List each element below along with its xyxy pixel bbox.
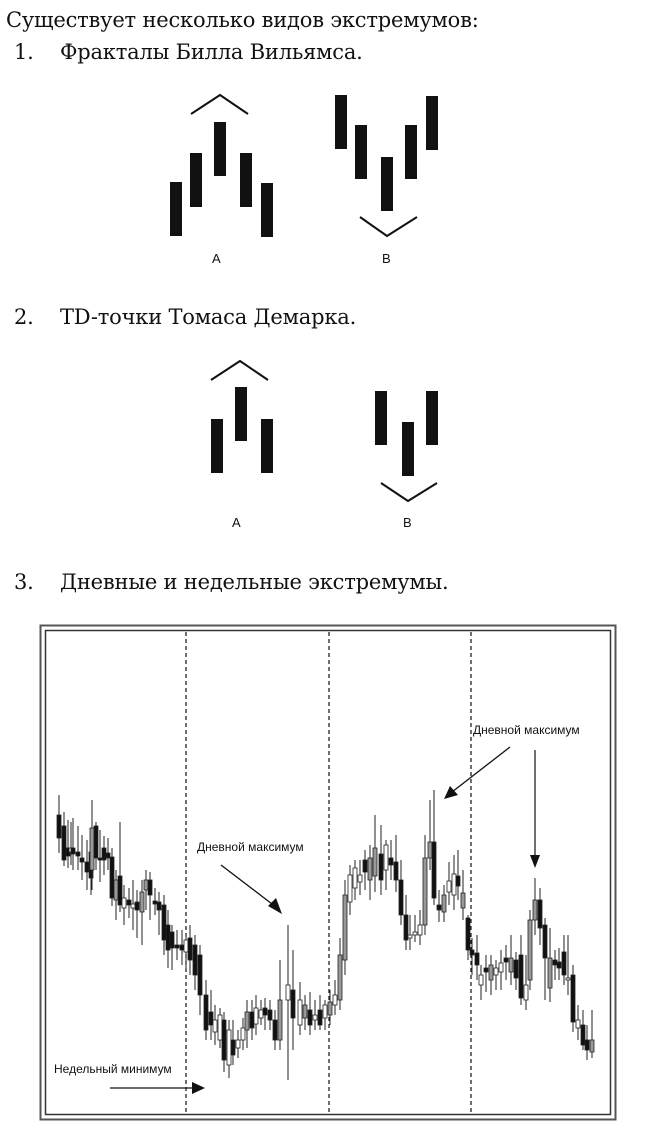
chart-frame-inner <box>44 629 612 1116</box>
arrow-icon <box>444 786 458 799</box>
list-number: 3. <box>14 570 34 594</box>
arrow-icon <box>268 898 282 914</box>
list-title: TD-точки Томаса Демарка. <box>60 305 357 329</box>
td-b-label: B <box>403 515 412 530</box>
svg-text:Дневной максимум: Дневной максимум <box>197 840 304 854</box>
annotation-weekly-min: Недельный минимум <box>54 1062 205 1094</box>
candles <box>56 790 595 1080</box>
fractal-b-label: B <box>382 251 391 266</box>
week-separators <box>185 632 472 1114</box>
intro-text: Существует несколько видов экстремумов: <box>6 8 479 32</box>
list-number: 2. <box>14 305 34 329</box>
arrow-icon <box>530 855 540 868</box>
fractal-b: B <box>335 95 438 266</box>
fractal-a: A <box>170 93 273 266</box>
td-points-figure: A B <box>210 359 438 530</box>
list-number: 1. <box>14 40 34 64</box>
fractals-figure: A B <box>170 93 438 266</box>
svg-text:Недельный минимум: Недельный минимум <box>54 1062 172 1076</box>
annotation-daily-max-2: Дневной максимум <box>444 723 580 868</box>
td-point-b: B <box>375 391 438 530</box>
list-title: Дневные и недельные экстремумы. <box>60 570 449 594</box>
arrow-icon <box>192 1082 205 1094</box>
svg-text:Дневной максимум: Дневной максимум <box>473 723 580 737</box>
annotation-daily-max-1: Дневной максимум <box>197 840 304 914</box>
list-title: Фракталы Билла Вильямса. <box>60 40 363 64</box>
fractal-a-label: A <box>212 251 221 266</box>
chart-frame-outer <box>39 624 617 1121</box>
td-point-a: A <box>210 359 273 530</box>
td-a-label: A <box>232 515 241 530</box>
